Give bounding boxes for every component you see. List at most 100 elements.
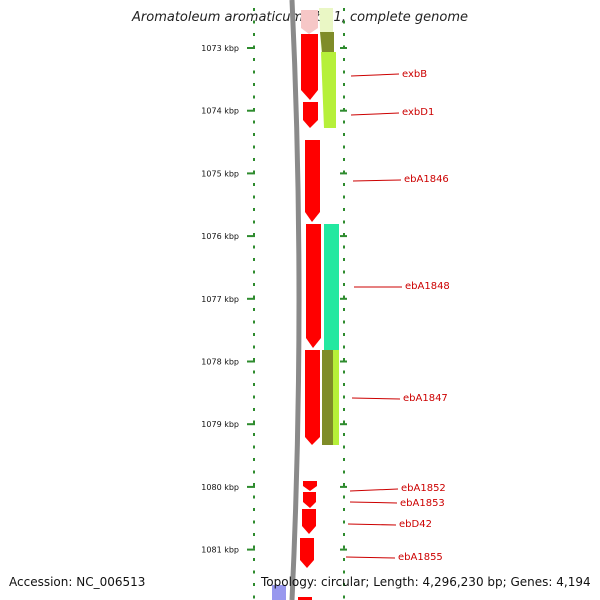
ruler-major-tick [247,423,255,426]
track-edge-tick [343,95,345,99]
gene-label-ebA1847: ebA1847 [403,393,448,404]
ruler-minor-tick [253,408,255,411]
track-edge-tick [343,220,345,224]
ruler-minor-tick [253,458,255,461]
ruler-major-tick [247,548,255,551]
track-edge-tick [343,8,345,11]
ruler-minor-tick [253,95,255,99]
ruler-label: 1078 kbp [201,358,239,367]
ruler-minor-tick [253,158,255,161]
leader-line [349,501,398,504]
ruler-minor-tick [253,33,255,36]
ruler-minor-tick [253,395,255,399]
feature-bars [272,8,339,600]
track-edge-tick [343,233,345,236]
spring-green-feature [324,224,339,350]
gene-label-ebA1853: ebA1853 [400,498,445,509]
ruler-minor-tick [253,370,255,374]
track-edge-tick [343,33,345,36]
gene-arrow-ebA1846 [305,140,320,222]
track-edge-tick [343,195,345,199]
track-edge-tick [343,583,345,586]
ruler-minor-tick [253,483,255,486]
track-edge-major-tick [340,548,347,551]
track-edge-tick [343,295,345,299]
track-edge-major-tick [340,109,347,112]
ruler-major-tick [247,109,255,112]
track-edge-major-tick [340,297,347,300]
gene-arrow-exbB [301,34,318,100]
ruler-minor-tick [253,595,255,599]
genome-backbone [289,0,302,600]
ruler-major-tick [247,360,255,363]
ruler-minor-tick [253,270,255,274]
ruler-minor-tick [253,233,255,236]
ruler-minor-tick [253,583,255,586]
track-edge-tick [343,270,345,274]
track-edge-tick [343,495,345,499]
ruler-major-tick [247,47,255,49]
track-edge-tick [343,308,345,311]
leader-line [350,73,400,77]
ruler-ticks [247,8,255,599]
ruler-minor-tick [253,333,255,336]
ruler-minor-tick [253,183,255,186]
track-edge-tick [343,20,345,24]
ruler-major-tick [247,235,255,238]
ruler-minor-tick [253,320,255,324]
track-edge-tick [343,483,345,486]
track-edge-tick [343,445,345,449]
track-edge-major-tick [340,360,347,363]
track-edge-tick [343,108,345,111]
ruler-minor-tick [253,133,255,136]
gene-labels: exbB exbD1 ebA1846 ebA1848 ebA1847 ebA18… [345,69,450,563]
track-edge-tick [343,358,345,361]
track-edge-tick [343,420,345,424]
ruler-label: 1077 kbp [201,295,239,304]
ruler-minor-tick [253,508,255,511]
ruler-minor-tick [253,120,255,124]
ruler-minor-tick [253,433,255,436]
ruler-minor-tick [253,170,255,174]
track-edge-major-tick [340,172,347,175]
track-edge-tick [343,383,345,386]
ruler-minor-tick [253,245,255,249]
track-edge-tick [343,158,345,161]
gene-label-ebA1852: ebA1852 [401,483,446,494]
leader-line [347,523,397,526]
track-edge-tick [343,408,345,411]
accession-text: Accession: NC_006513 [9,575,146,589]
track-edge-major-tick [340,47,347,49]
ruler-minor-tick [253,145,255,149]
ruler-minor-tick [253,83,255,86]
ruler-label: 1076 kbp [201,232,239,241]
ruler-minor-tick [253,308,255,311]
ruler-minor-tick [253,558,255,561]
track-edge-tick [343,570,345,574]
track-edge-tick [343,283,345,286]
ruler-minor-tick [253,208,255,211]
track-edge-tick [343,470,345,474]
track-edge-tick [343,333,345,336]
ruler-label: 1074 kbp [201,107,239,116]
ruler-minor-tick [253,383,255,386]
gene-label-exbD1: exbD1 [402,107,434,118]
leader-line [351,397,401,400]
gene-arrow-ebA1847 [305,350,320,445]
gene-arrow-ebA1853 [303,492,316,508]
olive-feature [320,32,334,52]
track-edge-tick [343,320,345,324]
gene-arrow-ebA1855 [300,538,314,568]
track-edge-tick [343,258,345,261]
ruler-minor-tick [253,495,255,499]
track-edge-tick [343,595,345,599]
ruler-minor-tick [253,8,255,11]
ruler-label: 1081 kbp [201,546,239,555]
track-edge-tick [343,120,345,124]
track-edge-tick [343,520,345,524]
ruler-minor-tick [253,470,255,474]
gene-label-ebA1855: ebA1855 [398,552,443,563]
gene-label-exbB: exbB [402,69,427,80]
